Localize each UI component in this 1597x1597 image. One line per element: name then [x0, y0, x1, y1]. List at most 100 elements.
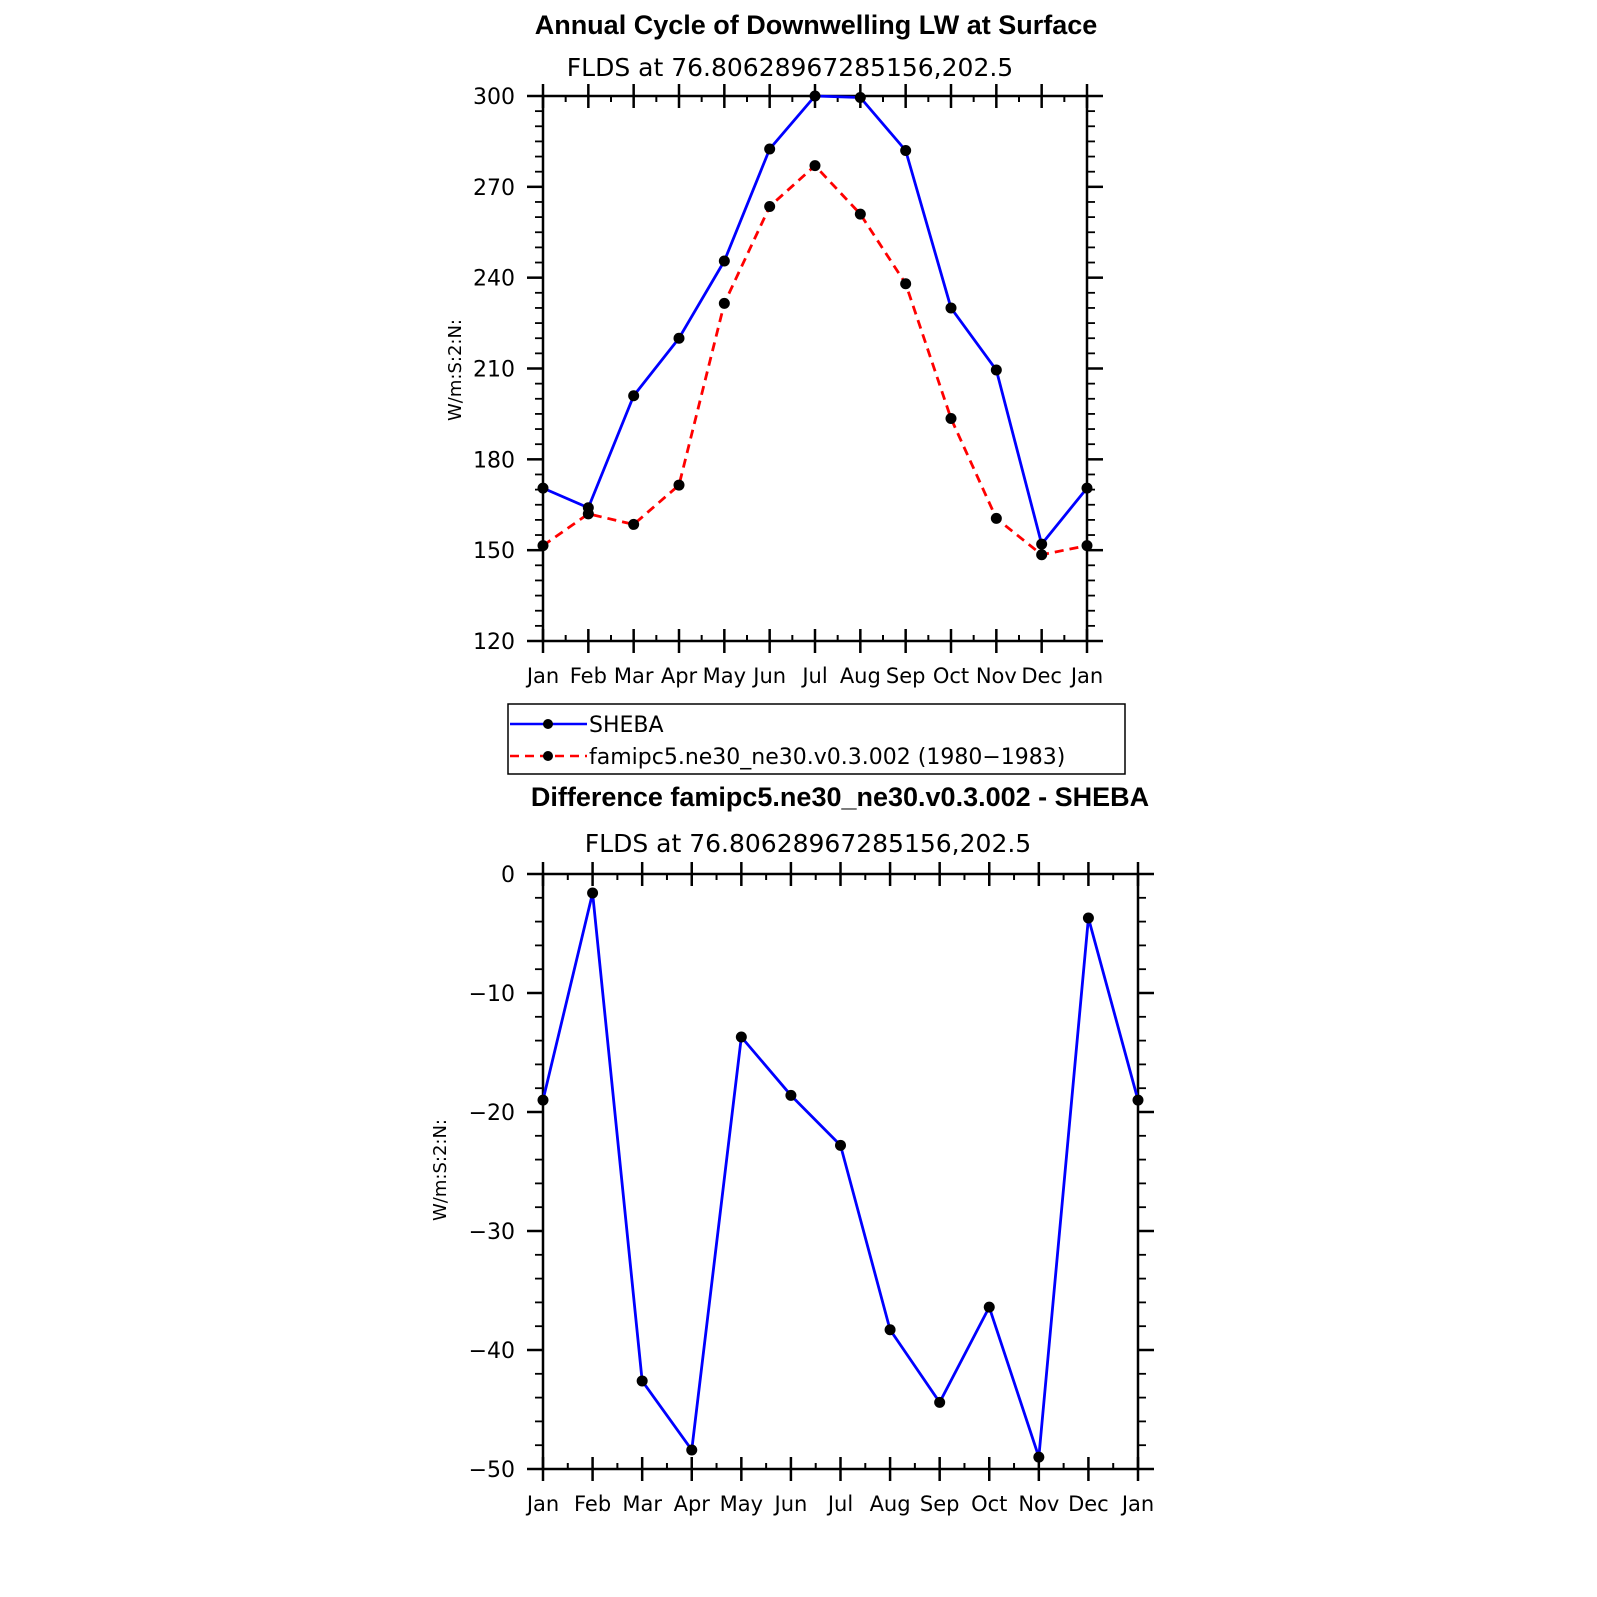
x-tick-label: Oct: [933, 664, 969, 688]
y-tick-label: −40: [469, 1339, 515, 1364]
legend-label-sheba: SHEBA: [589, 713, 664, 738]
data-point: [1081, 482, 1093, 494]
data-point: [990, 364, 1002, 376]
x-tick-label: Jun: [773, 1492, 808, 1516]
data-point: [673, 479, 685, 491]
data-point: [854, 208, 866, 220]
data-point: [900, 278, 912, 290]
legend-marker-sheba: [543, 719, 553, 729]
data-point: [983, 1301, 995, 1313]
series-line-famipc5-ne30-ne30-v0-3-002: [542, 164, 1088, 557]
x-tick-label: Feb: [570, 664, 607, 688]
annual-cycle-chart: Annual Cycle of Downwelling LW at Surfac…: [445, 10, 1126, 775]
data-point: [587, 887, 599, 899]
data-point: [764, 143, 776, 155]
y-tick-label: 0: [501, 863, 515, 888]
data-point: [1082, 912, 1094, 924]
x-tick-label: May: [703, 664, 746, 688]
y-tick-label: −10: [469, 982, 515, 1007]
x-tick-label: Feb: [574, 1492, 611, 1516]
y-tick-label: 180: [473, 448, 515, 473]
y-tick-label: 150: [473, 539, 515, 564]
chart-title: Annual Cycle of Downwelling LW at Surfac…: [535, 10, 1098, 40]
x-tick-label: Sep: [920, 1492, 960, 1516]
difference-chart: Difference famipc5.ne30_ne30.v0.3.002 - …: [430, 782, 1154, 1516]
data-point: [628, 518, 640, 530]
legend-box: [507, 703, 1126, 775]
plot-frame: [541, 872, 1140, 1471]
x-tick-label: Apr: [674, 1492, 711, 1516]
series-lines: [541, 891, 1140, 1459]
data-point: [764, 201, 776, 213]
data-point: [990, 512, 1002, 524]
y-tick-label: 210: [473, 358, 515, 383]
data-point: [673, 332, 685, 344]
y-tick-label: −50: [469, 1458, 515, 1483]
chart-subtitle: FLDS at 76.80628967285156,202.5: [585, 829, 1031, 858]
x-tick-label: Aug: [840, 664, 881, 688]
x-tick-label: Mar: [622, 1492, 662, 1516]
data-point: [636, 1375, 648, 1387]
data-point: [1036, 549, 1048, 561]
y-tick-label: 120: [473, 630, 515, 655]
data-point: [628, 390, 640, 402]
y-axis-label: W/m:S:2:N:: [445, 319, 466, 421]
data-point: [1081, 540, 1093, 552]
x-tick-label: Nov: [1018, 1492, 1059, 1516]
data-point: [1036, 538, 1048, 550]
data-point: [900, 145, 912, 156]
data-point: [785, 1089, 797, 1101]
tick-labels: Jan Feb Mar Apr May Jun Jul Aug Sep Oct Nov Dec Jan 1…: [473, 85, 1103, 688]
y-tick-label: −30: [469, 1220, 515, 1245]
series-line-difference: [541, 891, 1140, 1459]
x-tick-label: Jan: [525, 664, 559, 688]
data-point: [582, 508, 594, 520]
x-tick-label: Nov: [976, 664, 1017, 688]
x-tick-label: May: [720, 1492, 763, 1516]
y-tick-label: 270: [473, 176, 515, 201]
plot-frame: [541, 94, 1089, 643]
data-point: [718, 255, 730, 267]
series-markers: [537, 887, 1144, 1463]
x-tick-label: Dec: [1021, 664, 1062, 688]
axis-ticks: [527, 84, 1103, 653]
x-tick-label: Apr: [661, 664, 698, 688]
y-tick-label: 300: [473, 85, 515, 110]
chart-subtitle: FLDS at 76.80628967285156,202.5: [567, 53, 1013, 82]
series-markers: [537, 90, 1093, 561]
x-tick-label: Jan: [1069, 664, 1103, 688]
data-point: [718, 297, 730, 309]
x-tick-label: Jul: [800, 664, 827, 688]
data-point: [809, 160, 821, 172]
x-tick-label: Oct: [971, 1492, 1007, 1516]
x-tick-label: Aug: [870, 1492, 911, 1516]
data-point: [934, 1396, 946, 1408]
data-point: [854, 92, 866, 104]
x-tick-label: Dec: [1068, 1492, 1109, 1516]
legend-label-model: famipc5.ne30_ne30.v0.3.002 (1980−1983): [589, 745, 1065, 770]
legend: SHEBA famipc5.ne30_ne30.v0.3.002 (1980−1…: [507, 703, 1126, 775]
data-point: [686, 1444, 698, 1456]
data-point: [735, 1031, 747, 1043]
x-tick-label: Jan: [525, 1492, 559, 1516]
y-axis-label: W/m:S:2:N:: [430, 1119, 451, 1221]
x-tick-label: Jan: [1120, 1492, 1154, 1516]
x-tick-label: Mar: [614, 664, 654, 688]
data-point: [1132, 1094, 1144, 1106]
chart-title: Difference famipc5.ne30_ne30.v0.3.002 - …: [531, 782, 1149, 812]
y-tick-label: −20: [469, 1101, 515, 1126]
axis-ticks: [527, 862, 1154, 1481]
x-tick-label: Jul: [826, 1492, 853, 1516]
data-point: [537, 482, 549, 494]
data-point: [809, 90, 821, 102]
y-tick-label: 240: [473, 267, 515, 292]
data-point: [945, 302, 957, 314]
data-point: [1033, 1451, 1045, 1463]
data-point: [884, 1324, 896, 1336]
data-point: [537, 1094, 549, 1106]
data-point: [537, 540, 549, 552]
tick-labels: Jan Feb Mar Apr May Jun Jul Aug Sep Oct Nov Dec Jan−…: [469, 863, 1155, 1516]
data-point: [835, 1139, 846, 1151]
data-point: [945, 412, 957, 424]
